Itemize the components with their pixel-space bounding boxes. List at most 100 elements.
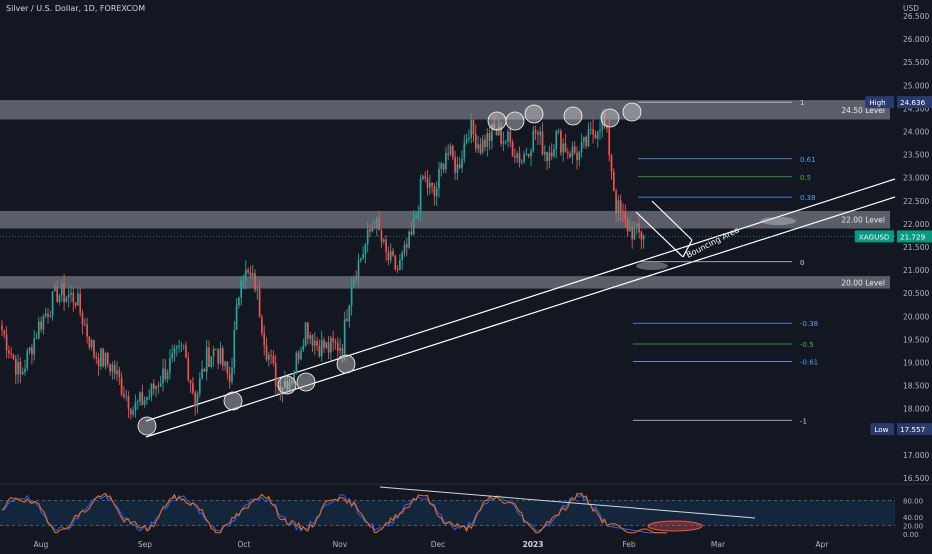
- candle-body: [83, 324, 86, 326]
- candle-body: [424, 176, 427, 178]
- candle-body: [111, 364, 114, 372]
- candle-body: [516, 153, 519, 158]
- candle-body: [56, 286, 59, 302]
- candle-body: [364, 244, 367, 255]
- x-tick-label: Oct: [238, 540, 251, 549]
- candle-body: [228, 373, 231, 382]
- candle-body: [633, 228, 636, 240]
- y-tick-label: 25.500: [903, 58, 929, 67]
- candle-body: [557, 130, 560, 132]
- candle-body: [396, 269, 399, 271]
- candle-body: [511, 142, 514, 157]
- channel-upper-line: [145, 178, 896, 422]
- candle-body: [530, 150, 532, 157]
- candle-body: [371, 227, 374, 232]
- candle-body: [17, 361, 19, 375]
- candle-body: [638, 223, 640, 233]
- candle-body: [601, 112, 604, 130]
- candle-body: [274, 362, 277, 387]
- candle-body: [47, 313, 49, 317]
- candle-body: [116, 370, 118, 375]
- candle-body: [564, 143, 567, 153]
- candle-body: [242, 280, 245, 282]
- fib-label: 0.38: [800, 194, 816, 202]
- candle-body: [182, 345, 185, 347]
- stoch-tick-label: 0.00: [903, 531, 919, 539]
- candle-body: [233, 329, 236, 368]
- candle-body: [387, 252, 390, 260]
- candle-body: [357, 260, 360, 280]
- y-tick-label: 24.000: [903, 128, 929, 137]
- candle-body: [635, 223, 638, 229]
- level-label: 20.00 Level: [841, 278, 885, 287]
- candle-body: [100, 348, 102, 367]
- candle-body: [389, 250, 392, 260]
- candle-body: [541, 131, 544, 155]
- candle-body: [463, 142, 466, 159]
- candle-body: [569, 153, 571, 158]
- candle-body: [484, 139, 486, 147]
- candle-body: [42, 316, 45, 330]
- candle-body: [353, 278, 355, 287]
- candle-body: [318, 345, 321, 357]
- candle-body: [468, 137, 470, 140]
- candle-body: [555, 130, 558, 150]
- candle-body: [106, 353, 109, 365]
- candle-body: [134, 402, 137, 411]
- candle-body: [203, 369, 206, 372]
- candle-body: [67, 294, 70, 298]
- candle-body: [72, 292, 75, 303]
- fib-label: 0: [800, 259, 804, 267]
- candle-body: [525, 153, 528, 155]
- candle-body: [127, 395, 130, 409]
- candle-body: [58, 295, 61, 302]
- stoch-tick-label: 80.00: [903, 497, 923, 505]
- fib-label: -0.61: [800, 359, 818, 367]
- candle-body: [198, 378, 201, 394]
- candle-body: [504, 141, 507, 142]
- candle-body: [433, 185, 436, 197]
- y-tick-label: 26.000: [903, 35, 929, 44]
- candle-body: [136, 401, 139, 403]
- candle-body: [14, 358, 17, 375]
- candle-body: [189, 379, 192, 384]
- candle-body: [514, 156, 516, 158]
- candle-body: [435, 188, 438, 197]
- candle-body: [327, 342, 330, 353]
- candle-body: [410, 231, 413, 235]
- candle-body: [146, 396, 148, 401]
- candle-body: [180, 345, 183, 347]
- y-tick-label: 23.000: [903, 174, 929, 183]
- candle-body: [382, 239, 385, 242]
- candle-body: [19, 361, 22, 375]
- highlight-circle: [600, 108, 620, 128]
- candle-body: [408, 231, 410, 248]
- stoch-tick-label: 20.00: [903, 523, 923, 531]
- fib-label: 0.5: [800, 174, 811, 182]
- candle-body: [412, 218, 415, 235]
- candle-body: [178, 345, 180, 347]
- candle-body: [373, 227, 376, 229]
- fib-label: 1: [800, 99, 804, 107]
- candle-body: [486, 132, 489, 147]
- candle-body: [369, 229, 371, 232]
- y-tick-label: 19.000: [903, 359, 929, 368]
- candle-body: [362, 254, 364, 259]
- candle-body: [102, 348, 105, 367]
- level-zone: [0, 100, 890, 120]
- candle-body: [392, 250, 394, 256]
- candle-body: [587, 129, 590, 147]
- candle-body: [311, 335, 314, 346]
- candle-body: [97, 358, 100, 367]
- candle-body: [157, 385, 160, 387]
- candle-body: [162, 368, 164, 384]
- candle-body: [33, 338, 36, 355]
- candle-body: [249, 272, 252, 276]
- candle-body: [5, 334, 8, 351]
- candle-body: [261, 317, 263, 334]
- candle-body: [585, 136, 588, 147]
- candle-body: [355, 278, 358, 280]
- candle-body: [263, 333, 266, 346]
